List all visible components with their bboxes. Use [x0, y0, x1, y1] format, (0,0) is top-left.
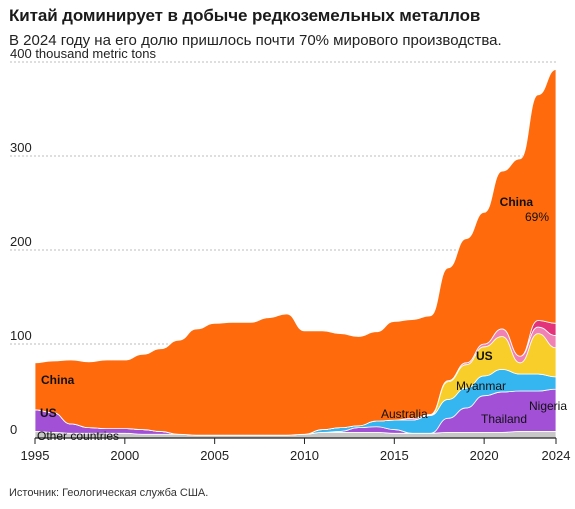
- y-tick-label-300: 300: [10, 140, 32, 155]
- annotation-thailand-6: Thailand: [481, 412, 527, 426]
- annotation-china-0: China: [500, 195, 534, 209]
- x-tick-label-2000: 2000: [110, 448, 139, 463]
- x-tick-label-1995: 1995: [21, 448, 50, 463]
- y-axis-tick-labels: 0 100 200 300 400 thousand metric tons: [10, 46, 156, 437]
- x-axis: 1995 2000 2005 2010 2015 2020 2024: [21, 437, 571, 463]
- chart-subtitle: В 2024 году на его долю пришлось почти 7…: [9, 32, 502, 49]
- annotation-myanmar-4: Myanmar: [456, 379, 506, 393]
- y-tick-label-0: 0: [10, 422, 17, 437]
- x-tick-label-2024: 2024: [542, 448, 571, 463]
- annotation-us-3: US: [476, 349, 493, 363]
- annotation-nigeria-7: Nigeria: [529, 399, 567, 413]
- area-series: [34, 69, 557, 439]
- annotation-us-2: US: [40, 406, 57, 420]
- annotation-china-1: China: [41, 373, 75, 387]
- annotation-other-countries-8: Other countries: [37, 429, 119, 443]
- x-tick-label-2020: 2020: [470, 448, 499, 463]
- source-note: Источник: Геологическая служба США.: [9, 487, 209, 499]
- x-tick-label-2005: 2005: [200, 448, 229, 463]
- y-tick-label-400: 400 thousand metric tons: [10, 46, 156, 61]
- chart-title: Китай доминирует в добыче редкоземельных…: [9, 6, 481, 25]
- y-tick-label-100: 100: [10, 328, 32, 343]
- annotation-china-share: 69%: [525, 210, 549, 224]
- y-tick-label-200: 200: [10, 234, 32, 249]
- x-tick-label-2010: 2010: [290, 448, 319, 463]
- area-china: [34, 69, 557, 436]
- y-unit-label: thousand metric tons: [32, 46, 157, 61]
- x-tick-label-2015: 2015: [380, 448, 409, 463]
- annotation-australia-5: Australia: [381, 407, 428, 421]
